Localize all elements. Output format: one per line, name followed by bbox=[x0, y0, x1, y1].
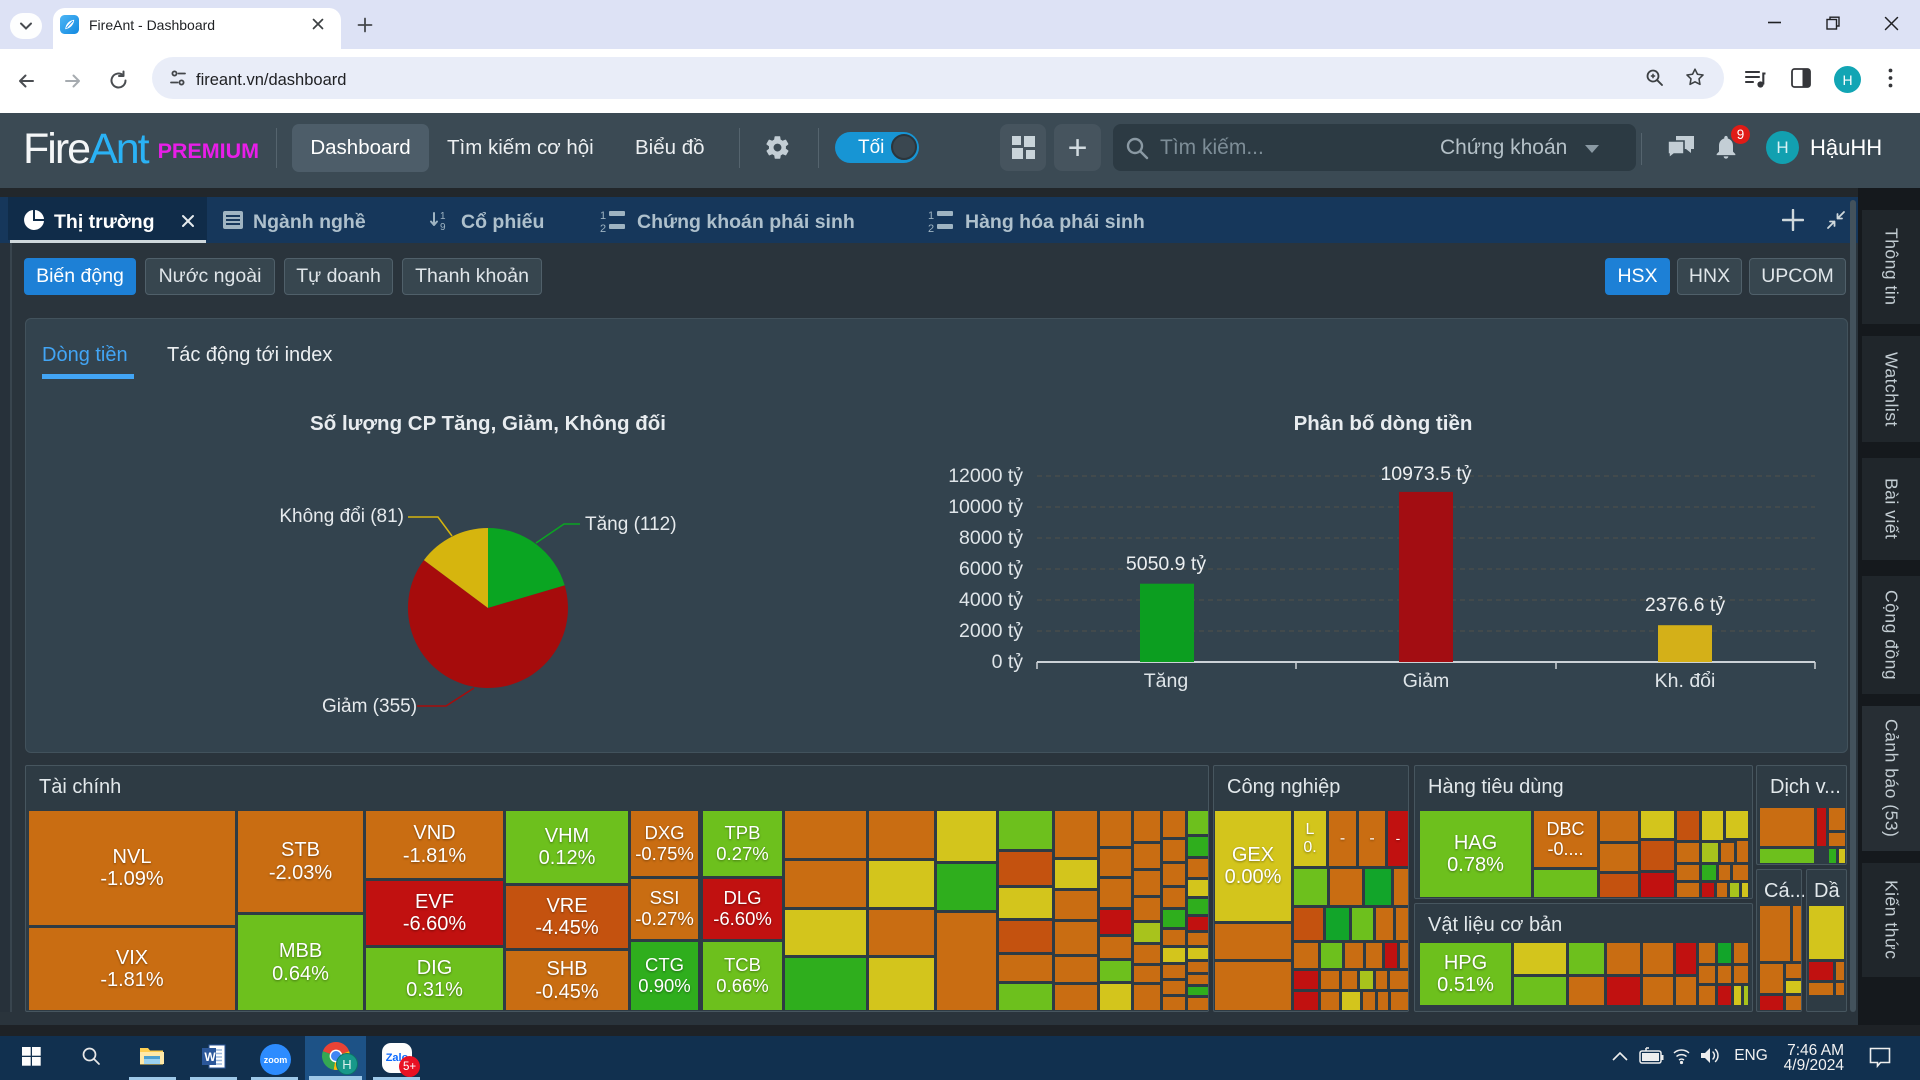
svg-text:2: 2 bbox=[928, 223, 934, 234]
svg-text:1: 1 bbox=[928, 210, 934, 222]
svg-text:1: 1 bbox=[600, 210, 606, 222]
svg-text:2: 2 bbox=[600, 223, 606, 234]
svg-text:9: 9 bbox=[440, 222, 446, 233]
svg-text:W: W bbox=[204, 1050, 216, 1064]
svg-text:1: 1 bbox=[440, 211, 446, 222]
